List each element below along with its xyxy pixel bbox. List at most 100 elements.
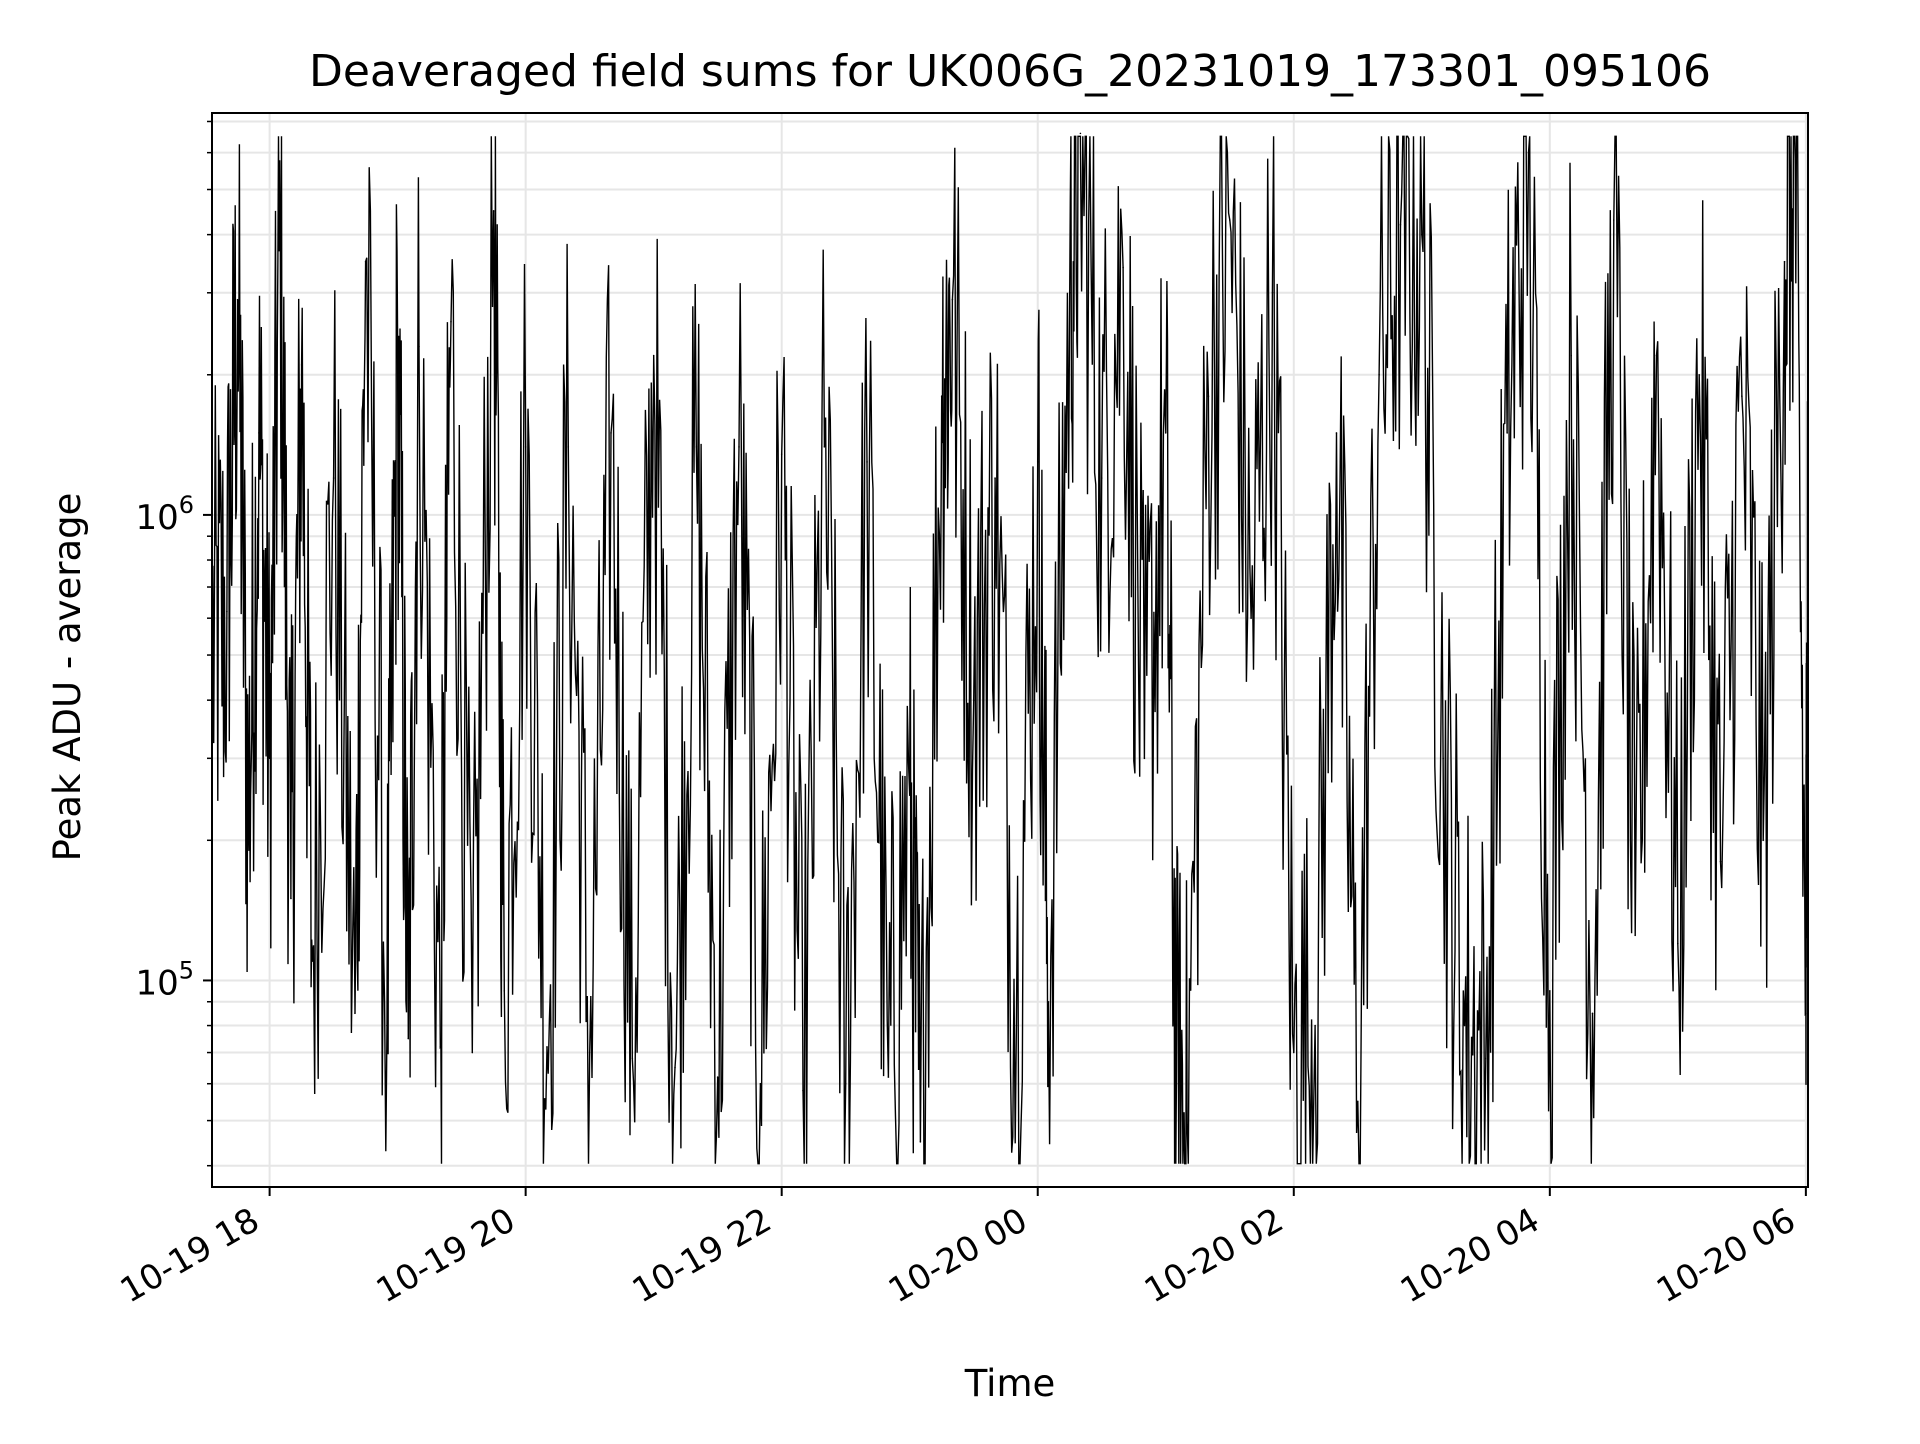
data-point: [1634, 934, 1636, 937]
data-point: [226, 610, 228, 613]
y-tick-label-exponent: 6: [179, 491, 194, 519]
data-point: [1570, 354, 1572, 357]
data-point: [1271, 291, 1274, 294]
data-point: [1698, 373, 1700, 376]
data-point: [1762, 839, 1764, 842]
data-point: [1292, 1051, 1295, 1054]
data-point: [716, 1076, 719, 1078]
data-point: [258, 432, 260, 434]
y-tick-label-exponent: 5: [179, 956, 194, 984]
data-point: [631, 1057, 634, 1060]
data-point: [908, 794, 911, 796]
data-point: [951, 298, 954, 301]
data-point: [1421, 233, 1423, 236]
data-point: [695, 446, 698, 448]
data-point: [759, 1082, 762, 1085]
data-point: [823, 446, 826, 448]
y-axis-label: Peak ADU - average: [46, 493, 89, 862]
data-point: [994, 477, 996, 479]
data-point: [503, 990, 506, 992]
data-point: [1794, 158, 1796, 161]
data-point: [236, 298, 239, 301]
data-point: [268, 757, 271, 760]
data-point: [471, 1051, 474, 1054]
data-point: [652, 354, 655, 357]
y-tick-label-base: 10: [135, 498, 178, 538]
x-axis-label: Time: [964, 1362, 1056, 1405]
data-point: [1047, 1000, 1050, 1003]
data-point: [524, 446, 527, 448]
data-point: [610, 432, 612, 434]
data-point: [1485, 1057, 1487, 1060]
data-point: [354, 1012, 356, 1015]
data-point: [1677, 942, 1679, 945]
data-point: [1175, 1082, 1178, 1085]
data-point: [407, 1037, 410, 1040]
data-point: [919, 1141, 922, 1143]
data-point: [780, 453, 783, 456]
data-point: [450, 320, 452, 323]
plot-area-frame: [211, 112, 1809, 1188]
data-point: [588, 1051, 591, 1054]
data-point: [546, 1046, 548, 1048]
data-point: [1527, 151, 1530, 154]
data-layer: [212, 132, 1808, 1165]
data-point: [1741, 395, 1743, 397]
y-tick-label: 106: [135, 491, 194, 538]
chart-title: Deaveraged field sums for UK006G_2023101…: [309, 46, 1711, 97]
data-point: [972, 699, 975, 701]
series-line: [212, 135, 1808, 1165]
data-point: [1015, 1024, 1018, 1027]
data-point: [1250, 617, 1252, 619]
tick-marks: [203, 120, 1807, 1196]
data-point: [844, 1082, 847, 1085]
data-point: [1613, 219, 1615, 221]
data-point: [1036, 461, 1039, 463]
grid-lines: [212, 113, 1808, 1187]
data-point: [1719, 860, 1722, 863]
data-point: [311, 960, 314, 962]
data-point: [364, 260, 367, 263]
data-point: [802, 1089, 804, 1092]
data-point: [1549, 990, 1551, 992]
data-point: [1143, 757, 1146, 760]
data-point: [300, 364, 303, 366]
data-point: [1506, 432, 1508, 434]
data-point: [1378, 373, 1380, 376]
data-point: [1186, 1123, 1188, 1126]
data-point: [396, 337, 399, 339]
data-point: [1068, 291, 1071, 294]
data-point: [1805, 1012, 1807, 1015]
data-point: [1100, 477, 1103, 479]
data-point: [1399, 223, 1402, 226]
data-point: [1228, 219, 1231, 221]
data-point: [279, 228, 282, 231]
y-tick-label: 105: [135, 956, 194, 1003]
data-point: [290, 897, 292, 900]
data-point: [738, 446, 740, 448]
data-point: [940, 395, 943, 397]
data-point: [567, 446, 570, 448]
data-point: [887, 1076, 890, 1078]
data-point: [492, 210, 495, 212]
data-point: [1079, 132, 1082, 135]
data-point: [386, 1024, 388, 1027]
data-point: [1783, 260, 1786, 263]
data-point: [247, 820, 250, 822]
data-point: [1463, 1024, 1466, 1027]
data-point: [674, 1066, 676, 1069]
data-point: [1207, 395, 1210, 397]
data-point: [866, 461, 868, 463]
data-point: [1591, 1012, 1594, 1015]
data-point: [1314, 1024, 1316, 1027]
data-point: [1655, 354, 1658, 357]
data-point: [1122, 266, 1124, 269]
data-point: [1164, 432, 1167, 434]
data-point: [332, 477, 335, 479]
y-tick-label-base: 10: [135, 963, 178, 1003]
data-point: [1335, 432, 1338, 434]
data-point: [1442, 757, 1444, 760]
data-point: [418, 345, 420, 348]
